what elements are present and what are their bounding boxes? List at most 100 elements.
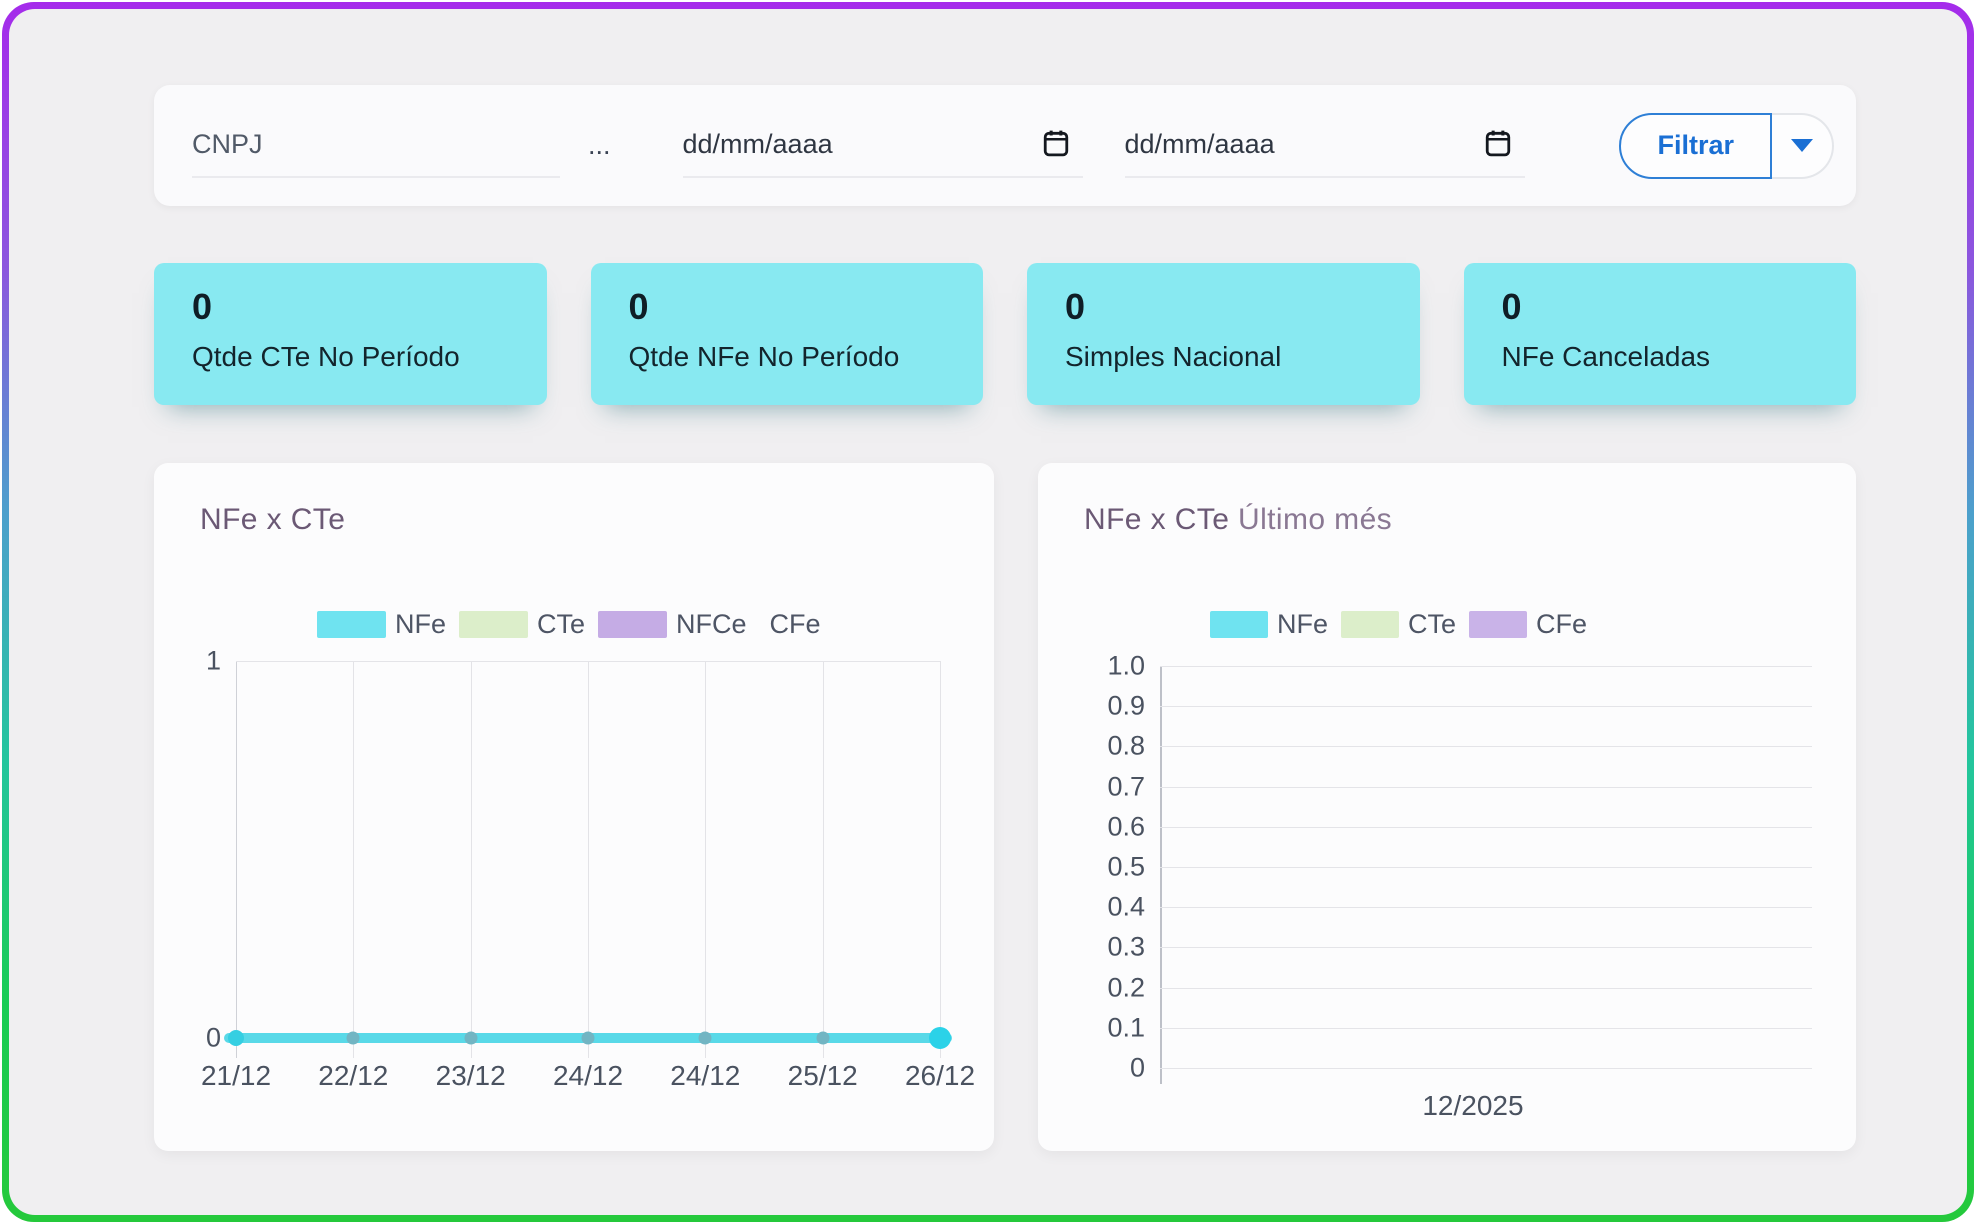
legend-item-CTe[interactable]: CTe — [459, 609, 585, 640]
y-tick-label: 0.8 — [1107, 730, 1145, 761]
y-gridline — [1160, 987, 1812, 989]
stat-value: 0 — [192, 286, 213, 327]
stat-cards-row: 0 Qtde CTe No Período 0 Qtde NFe No Perí… — [154, 263, 1856, 405]
stat-value: 0 — [1501, 286, 1522, 327]
stat-label: Simples Nacional — [1065, 340, 1282, 372]
stat-value: 0 — [628, 286, 649, 327]
legend-item-CFe[interactable]: CFe — [770, 609, 821, 640]
chart-title: NFe x CTe — [200, 503, 346, 536]
date-end-input[interactable] — [1124, 129, 1485, 160]
y-gridline — [1160, 666, 1812, 667]
data-point-marker — [929, 1027, 951, 1049]
charts-row: NFe x CTe NFe CTe NFCe CFe 1 0 21/12 22/12 23/1… — [154, 463, 1856, 1151]
x-gridline — [353, 661, 355, 1058]
date-end-calendar-button[interactable] — [1485, 129, 1525, 160]
chart-legend: NFe CTe NFCe CFe — [317, 609, 834, 640]
cnpj-input[interactable] — [192, 129, 560, 160]
y-gridline — [1160, 907, 1812, 909]
stat-label: Qtde NFe No Período — [628, 340, 900, 372]
legend-label: NFe — [1277, 609, 1329, 639]
y-gridline — [1160, 947, 1812, 949]
y-tick-label: 0.5 — [1107, 851, 1145, 882]
line-chart-plot: 1.0 0.9 0.8 0.7 0.6 0.5 0.4 0.3 0.2 0.1 0 12/2025 — [1107, 651, 1812, 1121]
legend-item-CFe[interactable]: CFe — [1469, 609, 1587, 640]
data-point-marker — [816, 1031, 830, 1045]
y-tick-label: 0.3 — [1107, 931, 1145, 962]
legend-item-NFCe[interactable]: NFCe — [598, 609, 747, 640]
legend-label: CFe — [769, 609, 821, 639]
x-tick-label: 22/12 — [318, 1060, 389, 1091]
legend-label: CTe — [1408, 609, 1457, 639]
x-gridline — [588, 661, 589, 1058]
legend-swatch — [598, 611, 668, 638]
legend-swatch — [1469, 611, 1528, 638]
chart-card-ultimo-mes: NFe x CTe Último més NFe CTe CFe 1.0 0.9 0.8… — [1038, 463, 1856, 1151]
x-tick-label: 12/2025 — [1422, 1090, 1524, 1121]
x-gridline — [940, 661, 941, 1058]
chart-title: NFe x CTe Último més — [1084, 503, 1392, 537]
y-tick-label: 0.7 — [1107, 771, 1145, 802]
calendar-icon — [1043, 129, 1069, 160]
chart-title-suffix: Último més — [1238, 503, 1393, 536]
y-tick-label: 0.6 — [1107, 811, 1145, 842]
chart-card-nfe-cte: NFe x CTe NFe CTe NFCe CFe 1 0 21/12 22/12 23/1… — [154, 463, 994, 1151]
y-tick-label: 1 — [205, 645, 221, 676]
bar-chart-plot: 1 0 21/12 22/12 23/12 24/12 24/12 25/12 26/12 — [201, 646, 975, 1092]
legend-item-NFe[interactable]: NFe — [1210, 609, 1328, 640]
x-gridline — [470, 661, 472, 1058]
cnpj-field[interactable] — [192, 114, 560, 178]
y-gridline — [1160, 1027, 1812, 1029]
legend-label: CTe — [537, 609, 586, 639]
field-separator: ... — [588, 130, 611, 160]
y-tick-label: 1.0 — [1107, 650, 1145, 681]
x-tick-label: 25/12 — [787, 1060, 858, 1091]
dashboard-page: ... — [9, 9, 1967, 1215]
legend-item-NFe[interactable]: NFe — [317, 609, 446, 640]
y-gridline — [1160, 786, 1812, 788]
chart-legend: NFe CTe CFe — [1210, 609, 1600, 640]
legend-item-CTe[interactable]: CTe — [1341, 609, 1456, 640]
calendar-icon — [1485, 129, 1511, 160]
stat-card-simples-nacional: 0 Simples Nacional — [1027, 263, 1420, 405]
data-point-marker — [698, 1031, 712, 1045]
y-gridline — [1160, 1068, 1812, 1069]
y-tick-label: 0 — [1129, 1052, 1145, 1083]
y-tick-label: 0.9 — [1107, 690, 1145, 721]
date-start-input[interactable] — [682, 129, 1043, 160]
date-start-calendar-button[interactable] — [1043, 129, 1083, 160]
x-tick-label: 23/12 — [435, 1060, 506, 1091]
y-tick-label: 0.2 — [1107, 972, 1145, 1003]
filter-button[interactable]: Filtrar — [1619, 112, 1772, 179]
stat-card-qtde-nfe: 0 Qtde NFe No Período — [590, 263, 983, 405]
x-tick-label: 24/12 — [670, 1060, 741, 1091]
chart-title-main: NFe x CTe — [1084, 503, 1230, 536]
x-tick-label: 21/12 — [200, 1060, 272, 1091]
date-end-field[interactable] — [1124, 114, 1525, 178]
x-gridline — [822, 661, 824, 1058]
date-start-field[interactable] — [682, 114, 1083, 178]
filter-dropdown-button[interactable] — [1772, 112, 1834, 179]
legend-label: NFCe — [676, 609, 747, 639]
data-point-marker — [346, 1031, 360, 1045]
y-tick-label: 0.1 — [1107, 1012, 1145, 1043]
x-gridline — [705, 661, 707, 1058]
y-gridline — [1160, 746, 1812, 748]
filter-bar: ... — [154, 85, 1856, 206]
chevron-down-icon — [1791, 139, 1813, 152]
data-point-marker — [228, 1030, 244, 1046]
legend-swatch — [459, 611, 529, 638]
y-gridline — [1160, 706, 1812, 708]
data-point-marker — [464, 1031, 478, 1045]
y-axis-line — [1160, 666, 1162, 1084]
legend-label: CFe — [1536, 609, 1588, 639]
legend-swatch — [1210, 611, 1268, 638]
legend-label: NFe — [395, 609, 447, 639]
stat-label: NFe Canceladas — [1501, 340, 1711, 372]
x-tick-label: 24/12 — [552, 1060, 624, 1091]
data-point-marker — [581, 1031, 595, 1045]
legend-swatch — [317, 611, 386, 638]
y-tick-label: 0.4 — [1107, 891, 1145, 922]
legend-swatch — [1341, 611, 1400, 638]
y-gridline-top — [236, 661, 940, 662]
